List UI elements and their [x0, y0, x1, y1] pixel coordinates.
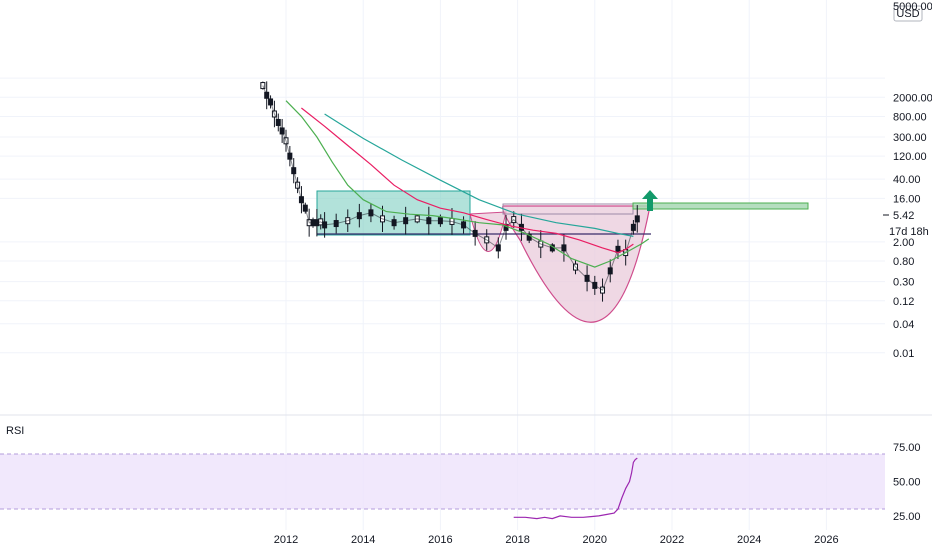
price-tick-label: 40.00 — [893, 174, 921, 186]
rsi-line — [513, 457, 638, 520]
rsi-title: RSI — [6, 425, 24, 437]
price-candle-body — [634, 215, 640, 223]
price-tick-label: 2.00 — [893, 237, 914, 249]
rsi-tick-label: 50.00 — [893, 477, 921, 489]
price-tick-label: 0.12 — [893, 296, 914, 308]
time-tick-label: 2024 — [737, 534, 761, 546]
price-tick-label: 0.04 — [893, 319, 914, 331]
price-candle-body — [260, 82, 266, 90]
time-tick-label: 2014 — [351, 534, 375, 546]
time-axis[interactable]: 2012 2014 2016 2018 2020 2022 2024 2026 — [274, 534, 839, 546]
bar-countdown: 17d 18h — [889, 226, 929, 238]
time-tick-label: 2022 — [660, 534, 684, 546]
rsi-series — [513, 457, 638, 520]
target-zone-box[interactable] — [632, 202, 809, 210]
time-tick-label: 2026 — [814, 534, 838, 546]
last-price-label[interactable]: 5.42 — [883, 210, 914, 222]
time-tick-label: 2020 — [583, 534, 607, 546]
price-tick-label: 0.80 — [893, 256, 914, 268]
top-price-tick: 5000.00 — [893, 1, 932, 13]
price-series — [260, 81, 640, 302]
last-price-value: 5.42 — [893, 210, 914, 222]
time-tick-label: 2012 — [274, 534, 298, 546]
price-tick-label: 0.30 — [893, 277, 914, 289]
price-axis[interactable]: 2000.00 800.00 300.00 120.00 40.00 16.00 2.00 0… — [893, 92, 932, 360]
price-grid — [0, 77, 885, 354]
price-tick-label: 16.00 — [893, 193, 921, 205]
rsi-axis[interactable]: 75.00 50.00 25.00 — [893, 442, 921, 523]
price-tick-label: 2000.00 — [893, 92, 932, 104]
rsi-tick-label: 25.00 — [893, 511, 921, 523]
currency-label: USD — [896, 8, 919, 20]
breakout-arrow-icon[interactable] — [642, 190, 658, 211]
time-tick-label: 2018 — [505, 534, 529, 546]
rsi-band — [0, 454, 885, 509]
currency-badge[interactable]: USD — [893, 5, 923, 22]
time-tick-label: 2016 — [428, 534, 452, 546]
ma-ma_short — [285, 100, 650, 268]
ma-ma_long — [324, 113, 634, 237]
rsi-tick-label: 75.00 — [893, 442, 921, 454]
price-tick-label: 120.00 — [893, 151, 927, 163]
price-tick-label: 800.00 — [893, 111, 927, 123]
price-tick-label: 300.00 — [893, 132, 927, 144]
price-line — [262, 85, 638, 291]
moving-averages — [285, 100, 650, 268]
ma-ma_mid — [301, 107, 634, 254]
price-tick-label: 0.01 — [893, 348, 914, 360]
